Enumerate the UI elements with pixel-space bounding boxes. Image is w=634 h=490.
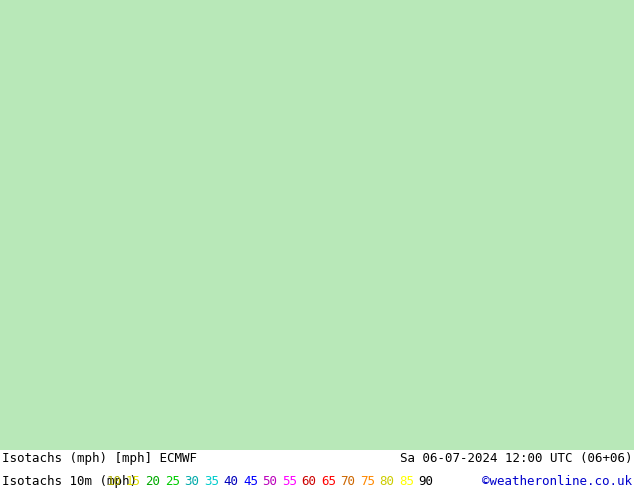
Text: 25: 25 — [165, 475, 180, 488]
Text: 15: 15 — [126, 475, 141, 488]
Text: 85: 85 — [399, 475, 414, 488]
Text: 55: 55 — [282, 475, 297, 488]
Text: 40: 40 — [224, 475, 238, 488]
Text: 50: 50 — [262, 475, 278, 488]
Text: 60: 60 — [302, 475, 316, 488]
Text: 20: 20 — [145, 475, 160, 488]
Text: 10: 10 — [107, 475, 122, 488]
Text: 35: 35 — [204, 475, 219, 488]
Text: 90: 90 — [418, 475, 434, 488]
Text: 70: 70 — [340, 475, 356, 488]
Text: 65: 65 — [321, 475, 336, 488]
Text: Isotachs (mph) [mph] ECMWF: Isotachs (mph) [mph] ECMWF — [2, 452, 197, 465]
Text: 30: 30 — [184, 475, 200, 488]
Text: 45: 45 — [243, 475, 258, 488]
Text: ©weatheronline.co.uk: ©weatheronline.co.uk — [482, 475, 632, 488]
Text: 75: 75 — [360, 475, 375, 488]
Text: Sa 06-07-2024 12:00 UTC (06+06): Sa 06-07-2024 12:00 UTC (06+06) — [399, 452, 632, 465]
Text: 80: 80 — [380, 475, 394, 488]
Text: Isotachs 10m (mph): Isotachs 10m (mph) — [2, 475, 137, 488]
